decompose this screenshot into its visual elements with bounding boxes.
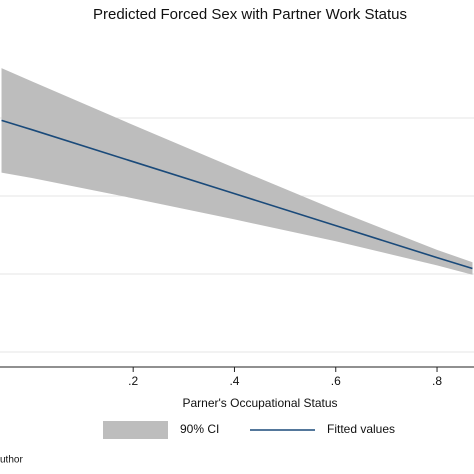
note: uthor (0, 455, 23, 466)
legend-swatch (103, 421, 168, 439)
x-tick-label: .4 (229, 374, 239, 388)
legend-label: Fitted values (327, 422, 395, 436)
ci-band (1, 68, 473, 275)
x-tick-label: .2 (128, 374, 138, 388)
chart-title: Predicted Forced Sex with Partner Work S… (93, 6, 407, 23)
x-tick-label: .8 (432, 374, 442, 388)
x-tick-label: .6 (331, 374, 341, 388)
x-axis-title: Parner's Occupational Status (182, 396, 337, 410)
legend-label: 90% CI (180, 422, 219, 436)
fitted-line (1, 119, 473, 270)
